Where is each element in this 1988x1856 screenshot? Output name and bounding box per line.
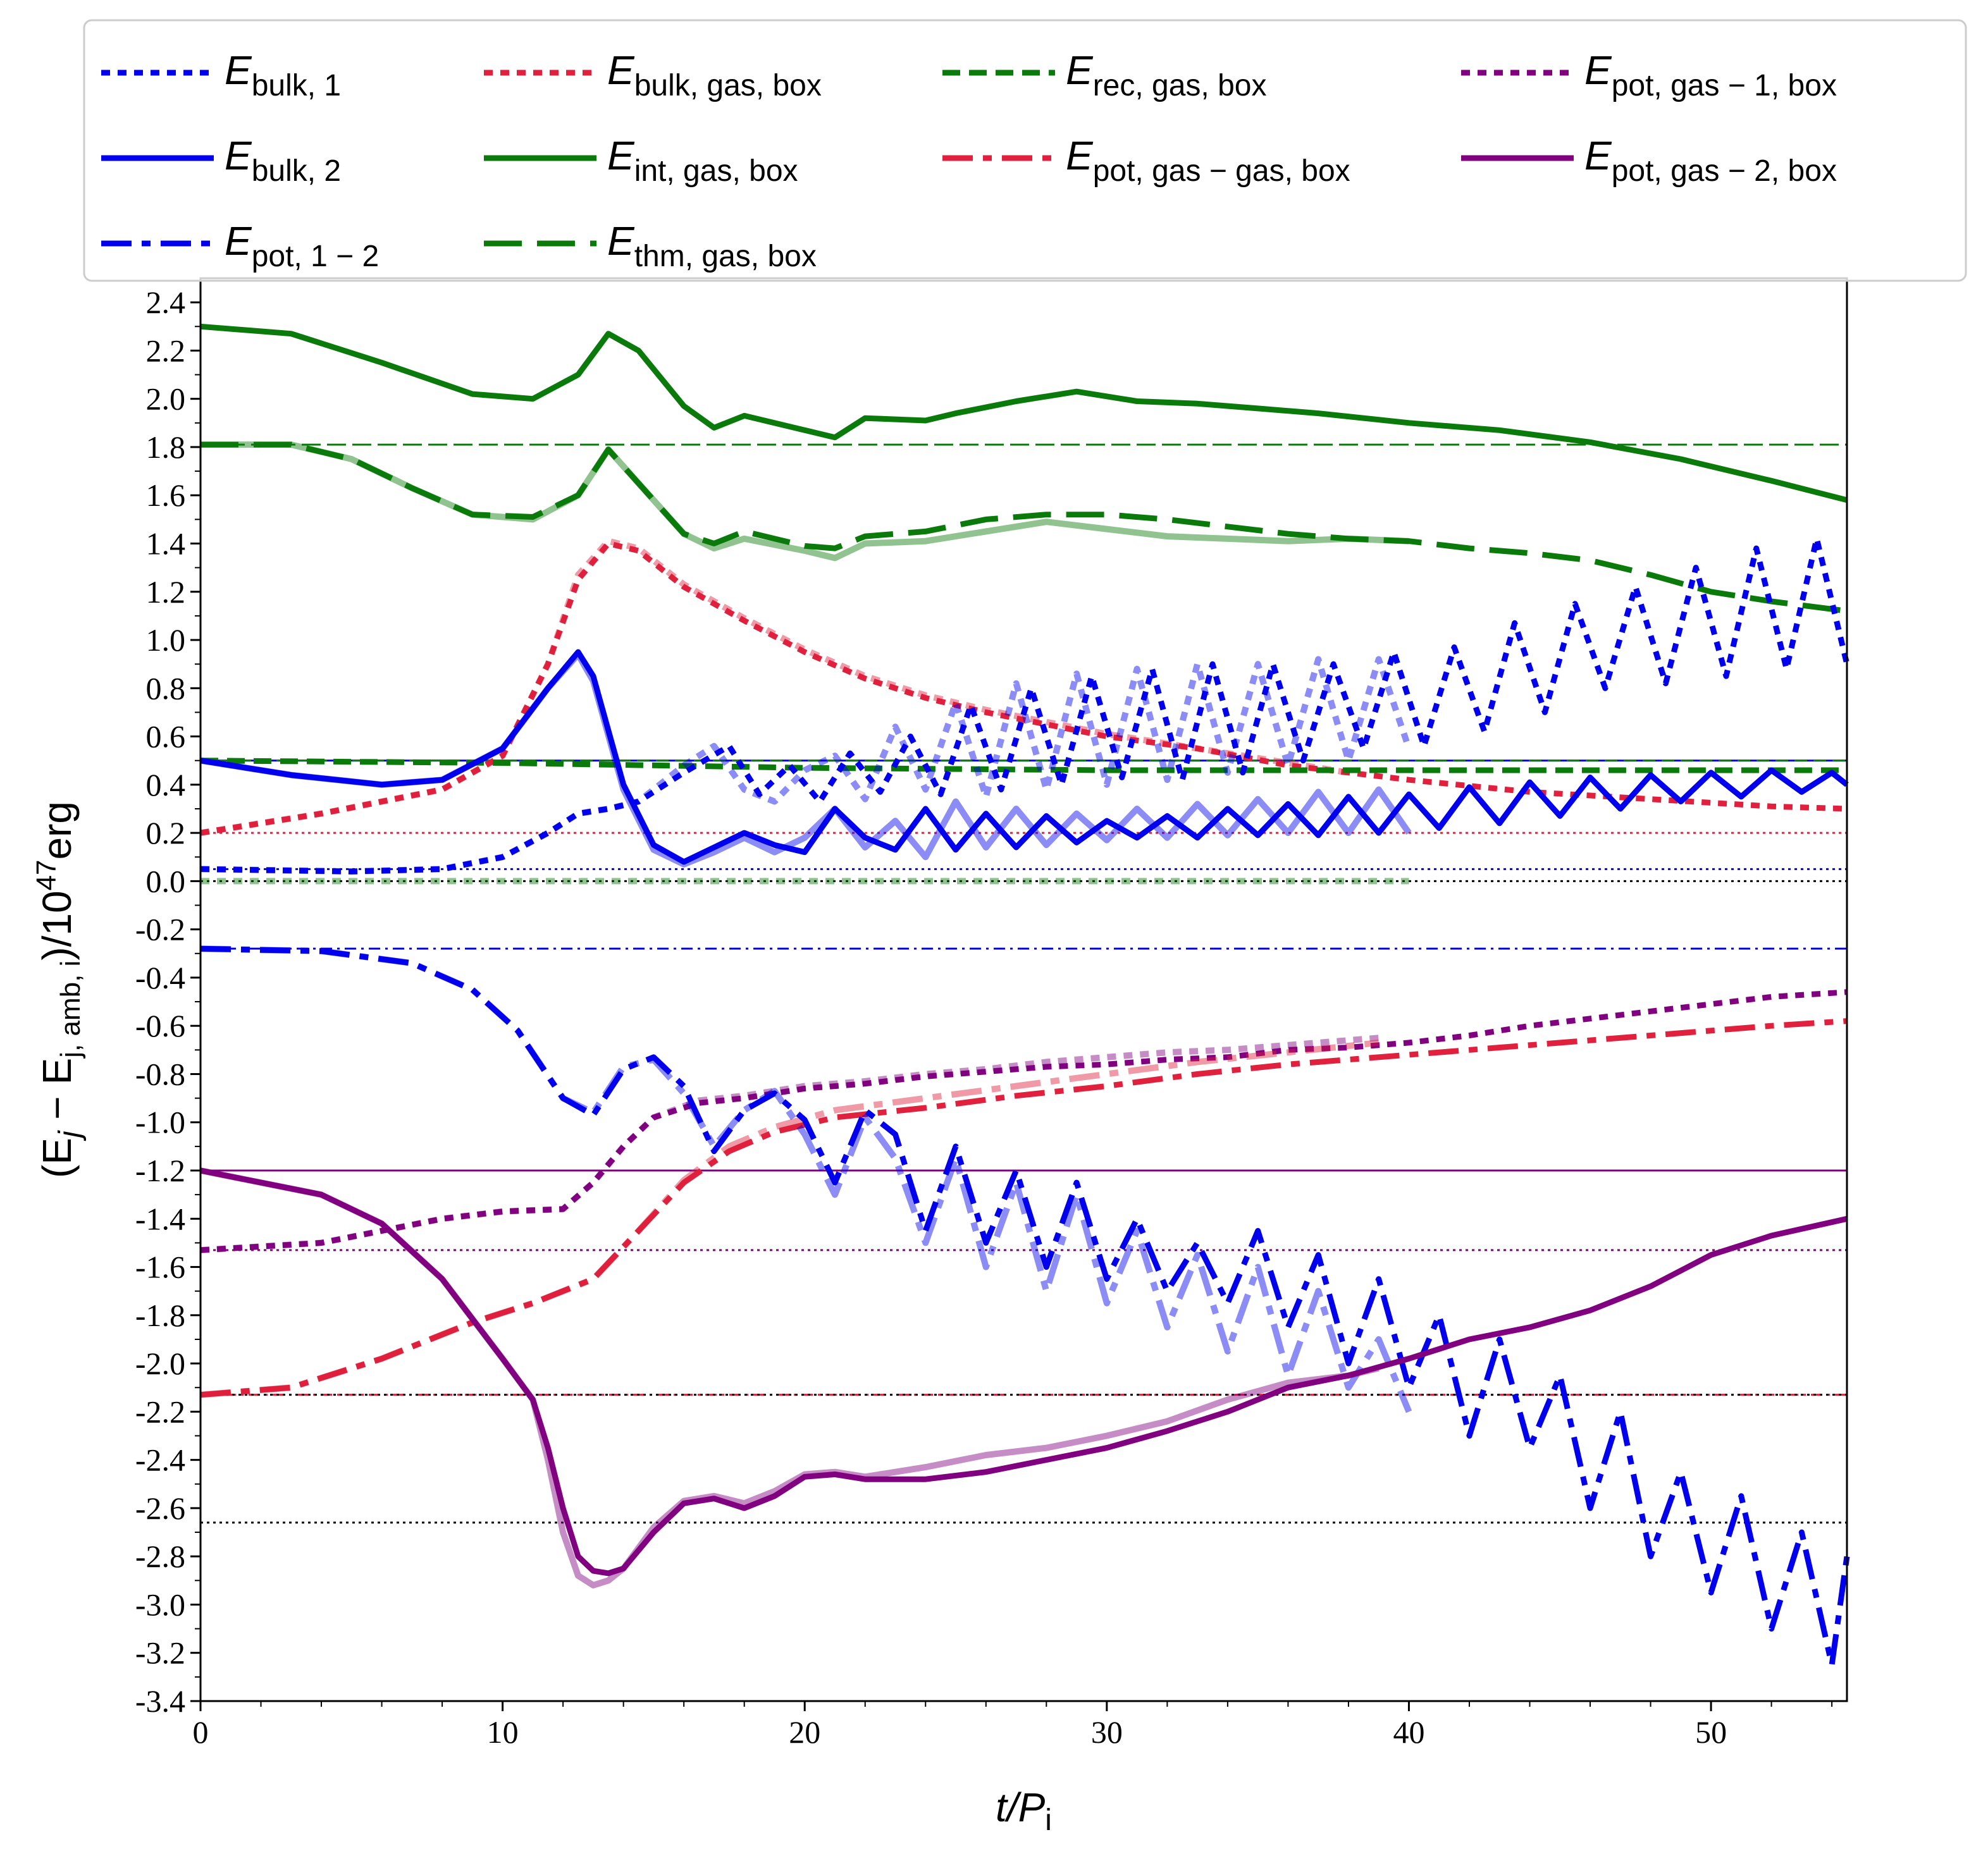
y-tick-label: 2.4 bbox=[146, 285, 186, 320]
series-line bbox=[200, 323, 1848, 503]
legend-label: Ebulk, 2 bbox=[225, 133, 341, 188]
y-tick-label: -2.8 bbox=[135, 1539, 185, 1574]
y-tick-label: -0.4 bbox=[135, 960, 185, 995]
legend-label: Epot, gas − gas, box bbox=[1066, 133, 1350, 188]
y-tick-label: -3.4 bbox=[135, 1683, 185, 1719]
y-tick-label: -3.2 bbox=[135, 1635, 185, 1671]
y-tick-label: 1.6 bbox=[146, 477, 186, 513]
axis-labels: t/Pi (Ej − Ej, amb, i)/1047erg bbox=[31, 801, 1052, 1837]
y-tick-label: 0.2 bbox=[146, 815, 186, 851]
series-line bbox=[200, 1167, 1848, 1576]
series-line bbox=[200, 656, 1412, 875]
y-tick-label: -1.4 bbox=[135, 1201, 185, 1236]
axis-ticks: -3.4 -3.2 -3.0 -2.8 -2.6 -2.4 -2.2 -2.0 -1.8 -1.6… bbox=[135, 285, 1833, 1750]
series-line bbox=[200, 989, 1848, 1253]
y-tick-label: 2.0 bbox=[146, 381, 186, 417]
y-tick-label: 1.0 bbox=[146, 622, 186, 658]
legend-label: Epot, gas − 2, box bbox=[1584, 133, 1837, 188]
series-line bbox=[200, 538, 1349, 837]
y-axis-label: (Ej − Ej, amb, i)/1047erg bbox=[31, 801, 87, 1178]
y-tick-label: -2.6 bbox=[135, 1490, 185, 1526]
y-tick-label: -1.2 bbox=[135, 1153, 185, 1188]
data-series bbox=[200, 323, 1850, 1668]
legend-label: Epot, gas − 1, box bbox=[1584, 47, 1837, 102]
y-tick-label: -3.0 bbox=[135, 1587, 185, 1622]
y-tick-label: 0.6 bbox=[146, 719, 186, 754]
legend-label: Ebulk, gas, box bbox=[607, 47, 822, 102]
series-line bbox=[201, 441, 1409, 562]
y-tick-label: -1.8 bbox=[135, 1298, 185, 1333]
y-tick-label: 0.4 bbox=[146, 767, 186, 802]
x-axis-label: t/Pi bbox=[996, 1785, 1052, 1837]
legend-label: Epot, 1 − 2 bbox=[225, 218, 379, 273]
x-tick-label: 40 bbox=[1393, 1714, 1424, 1750]
legend-label: Eint, gas, box bbox=[607, 133, 798, 188]
y-tick-label: -0.6 bbox=[135, 1008, 185, 1043]
legend-label: Ethm, gas, box bbox=[607, 218, 817, 273]
y-tick-label: -0.2 bbox=[135, 912, 185, 947]
series-line bbox=[200, 541, 1848, 836]
x-tick-label: 0 bbox=[193, 1714, 209, 1750]
series-line bbox=[201, 441, 1848, 614]
y-tick-label: -1.6 bbox=[135, 1250, 185, 1285]
x-tick-label: 10 bbox=[487, 1714, 519, 1750]
series-line bbox=[200, 758, 1847, 773]
series-line bbox=[200, 1039, 1380, 1398]
series-line bbox=[200, 1035, 1380, 1253]
series-line bbox=[200, 1167, 1380, 1589]
x-tick-label: 50 bbox=[1695, 1714, 1727, 1750]
legend-label: Ebulk, 1 bbox=[225, 47, 341, 102]
y-tick-label: 1.2 bbox=[146, 574, 186, 610]
y-tick-label: 0.0 bbox=[146, 863, 186, 899]
series-line bbox=[200, 651, 1412, 868]
series-line bbox=[200, 649, 1849, 865]
series-line bbox=[200, 945, 1412, 1413]
series-line bbox=[200, 945, 1850, 1668]
y-tick-label: 0.8 bbox=[146, 670, 186, 706]
reference-lines bbox=[201, 443, 1847, 1524]
legend-box bbox=[83, 19, 1967, 282]
y-tick-label: 1.4 bbox=[146, 525, 186, 561]
x-tick-label: 30 bbox=[1091, 1714, 1123, 1750]
legend-label: Erec, gas, box bbox=[1066, 47, 1267, 102]
y-tick-label: -2.2 bbox=[135, 1394, 185, 1429]
y-tick-label: -2.0 bbox=[135, 1346, 185, 1381]
y-tick-label: 2.2 bbox=[146, 333, 186, 368]
y-tick-label: 1.8 bbox=[146, 429, 186, 465]
y-tick-label: -0.8 bbox=[135, 1056, 185, 1091]
y-tick-label: -2.4 bbox=[135, 1442, 185, 1478]
series-line bbox=[200, 1018, 1848, 1398]
x-tick-label: 20 bbox=[789, 1714, 820, 1750]
legend: Ebulk, 1 Ebulk, 2 Epot, 1 − 2 Ebulk, gas, b… bbox=[83, 19, 1967, 282]
y-tick-label: -1.0 bbox=[135, 1105, 185, 1140]
